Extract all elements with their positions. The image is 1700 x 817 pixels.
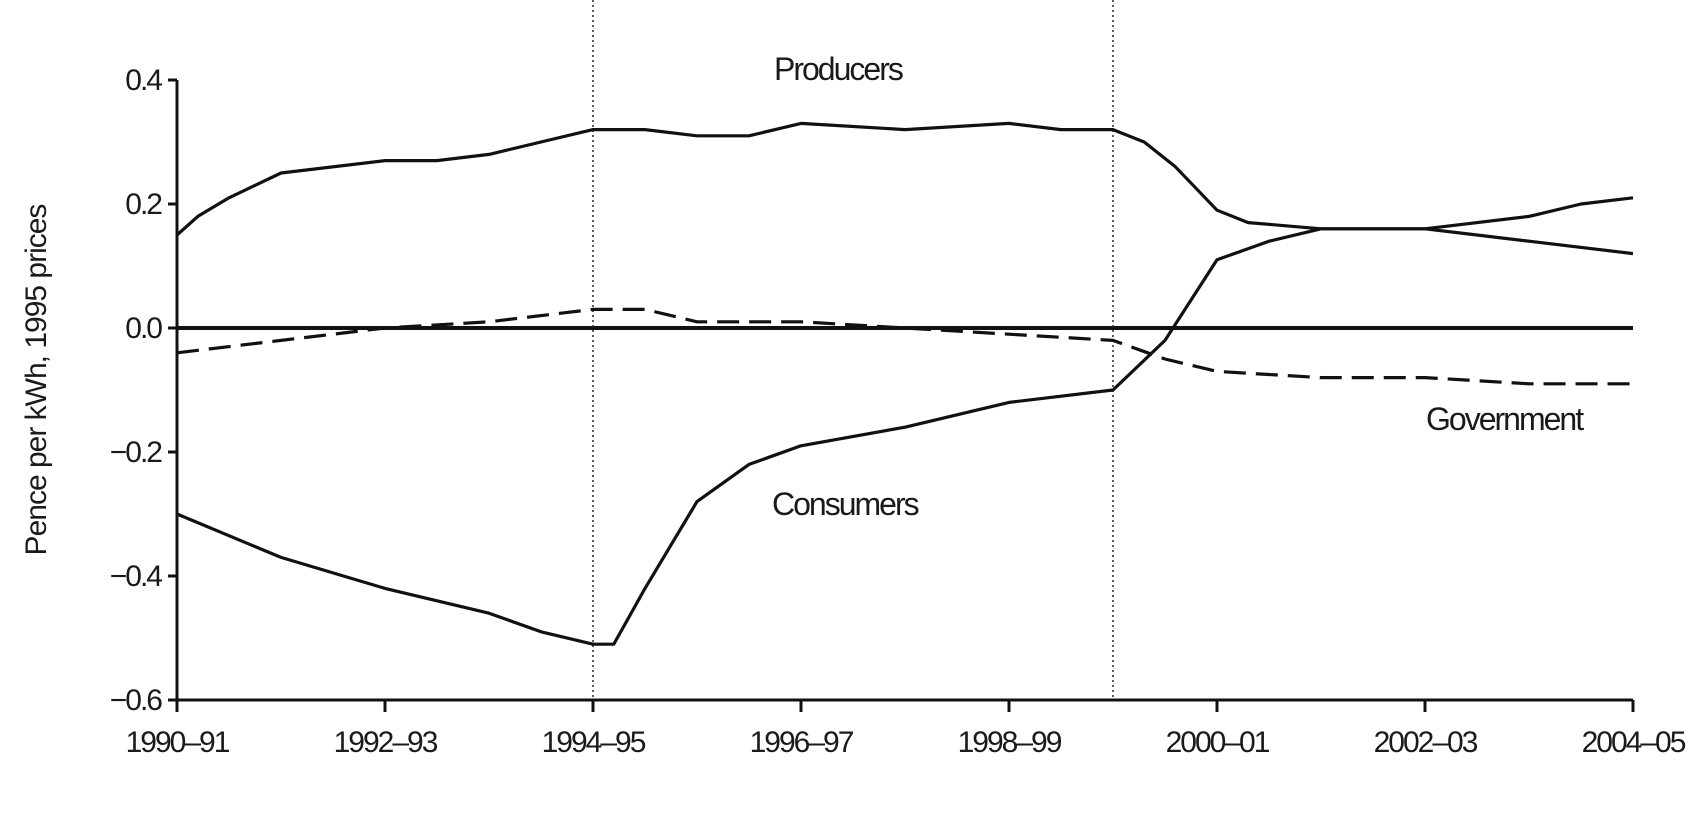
chart-ticks: 0.4 0.2 0.0 −0.2 −0.4 −0.6 1990–91 1992–93 1994–… bbox=[110, 64, 1688, 759]
y-tick-label: 0.2 bbox=[125, 188, 162, 221]
y-tick-label: 0.0 bbox=[125, 312, 162, 345]
series-label-producers: Producers bbox=[774, 51, 903, 87]
y-axis-label: Pence per kWh, 1995 prices bbox=[20, 205, 53, 556]
series-label-consumers: Consumers bbox=[772, 486, 919, 522]
x-tick-label: 1990–91 bbox=[126, 726, 230, 759]
x-tick-label: 1992–93 bbox=[334, 726, 438, 759]
x-tick-label: 1996–97 bbox=[750, 726, 854, 759]
series-line-producers bbox=[175, 121, 1634, 256]
x-tick-label: 1994–95 bbox=[542, 726, 646, 759]
series-line-consumers bbox=[176, 196, 1634, 646]
x-tick-label: 1998–99 bbox=[958, 726, 1062, 759]
reference-lines bbox=[177, 0, 1633, 700]
x-tick-label: 2000–01 bbox=[1166, 726, 1270, 759]
series-label-government: Government bbox=[1426, 401, 1584, 437]
y-tick-label: −0.4 bbox=[110, 560, 163, 593]
x-tick-label: 2002–03 bbox=[1374, 726, 1478, 759]
y-tick-label: 0.4 bbox=[125, 64, 162, 97]
x-tick-label: 2004–05 bbox=[1582, 726, 1686, 759]
series-line-government bbox=[176, 307, 1633, 386]
y-tick-label: −0.6 bbox=[110, 684, 163, 717]
chart-axes bbox=[175, 80, 1633, 702]
y-tick-label: −0.2 bbox=[110, 436, 163, 469]
chart-series bbox=[175, 121, 1634, 646]
